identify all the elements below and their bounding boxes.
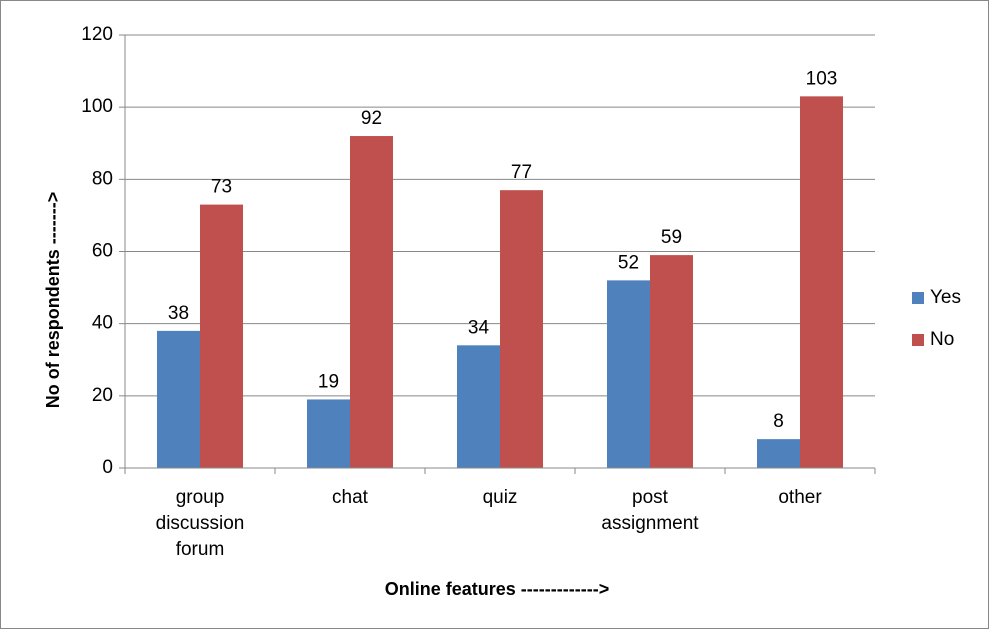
x-tick-label-line: chat (332, 487, 369, 508)
y-tick-label: 100 (81, 96, 113, 117)
data-label: 77 (511, 162, 532, 183)
x-tick-label: quiz (483, 487, 518, 508)
data-label: 103 (806, 68, 838, 89)
bar (157, 330, 200, 468)
bar (500, 190, 543, 469)
bar (457, 345, 500, 468)
x-tick-label: group discussion forum (156, 487, 245, 560)
data-label: 59 (661, 227, 682, 248)
y-tick-label: 20 (92, 385, 113, 406)
bar (800, 96, 843, 468)
y-tick-label: 80 (92, 168, 113, 189)
y-tick-label: 0 (102, 457, 113, 478)
x-tick-label: chat (332, 487, 369, 508)
x-tick-label: other (778, 487, 822, 508)
bar (757, 439, 800, 468)
x-tick-label: post assignment (601, 487, 699, 534)
x-tick-label-line: quiz (483, 487, 518, 508)
bar (650, 255, 693, 468)
data-label: 38 (168, 303, 189, 324)
data-label: 73 (211, 177, 232, 198)
data-label: 8 (773, 411, 784, 432)
x-tick-label-line: other (778, 487, 822, 508)
x-tick-label-line: forum (176, 539, 225, 560)
x-tick-label-line: post (632, 487, 669, 508)
data-label: 34 (468, 317, 490, 338)
x-tick-label-line: discussion (156, 513, 245, 534)
legend-label: Yes (930, 287, 961, 308)
legend-swatch (912, 334, 924, 346)
bar (200, 204, 243, 468)
y-tick-label: 60 (92, 241, 113, 262)
data-label: 52 (618, 252, 639, 273)
y-tick-label: 40 (92, 313, 113, 334)
legend-swatch (912, 292, 924, 304)
x-axis-title: Online features -------------> (385, 579, 609, 599)
y-tick-label: 120 (81, 24, 113, 45)
bar (607, 280, 650, 468)
x-tick-label-line: assignment (601, 513, 699, 534)
x-tick-label-line: group (176, 487, 225, 508)
bar (350, 136, 393, 469)
data-label: 92 (361, 108, 382, 129)
y-axis-title: No of respondents -------> (43, 192, 63, 408)
data-label: 19 (318, 371, 339, 392)
bar (307, 399, 350, 468)
legend-label: No (930, 329, 954, 350)
